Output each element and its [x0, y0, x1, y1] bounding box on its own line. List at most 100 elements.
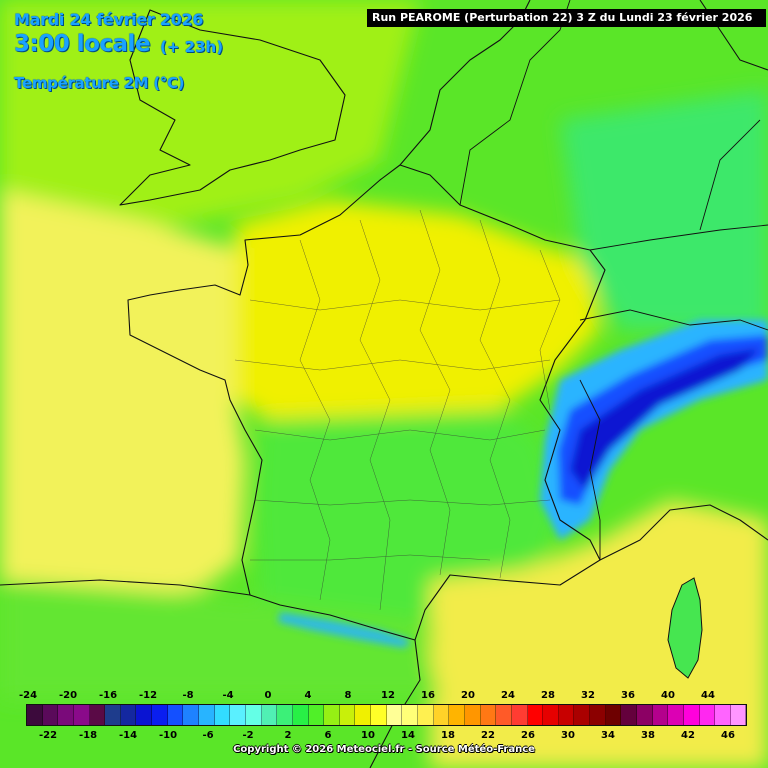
legend-swatch [605, 705, 622, 725]
legend-tick-label: 12 [381, 690, 395, 701]
legend-swatch [136, 705, 153, 725]
legend-tick-label: 16 [421, 690, 435, 701]
dept-line [254, 499, 551, 506]
legend-swatch [355, 705, 372, 725]
dept-line [254, 429, 546, 441]
legend-swatch [496, 705, 512, 725]
dept-line [539, 249, 561, 411]
legend-swatch [621, 705, 637, 725]
legend-swatch [636, 705, 653, 725]
legend-swatch [214, 705, 231, 725]
legend-tick-label: -10 [158, 730, 178, 741]
legend-swatch [261, 705, 278, 725]
legend-tick-label: 6 [324, 730, 332, 741]
department-borders [234, 209, 561, 611]
legend-tick-label: 28 [541, 690, 555, 701]
legend-swatch [27, 705, 43, 725]
legend-swatch [167, 705, 184, 725]
legend-tick-label: 10 [361, 730, 375, 741]
coast-uk [119, 9, 346, 206]
legend-tick-label: -18 [78, 730, 98, 741]
legend-swatch [245, 705, 262, 725]
legend-tick-label: -22 [38, 730, 58, 741]
legend-tick-label: 46 [721, 730, 735, 741]
dept-line [250, 554, 491, 561]
legend-swatch [89, 705, 106, 725]
legend-swatch [543, 705, 559, 725]
legend-swatch [715, 705, 731, 725]
legend-swatch [449, 705, 465, 725]
corsica [667, 577, 703, 679]
legend-swatch [683, 705, 700, 725]
legend-tick-label: 32 [581, 690, 595, 701]
legend-swatch [58, 705, 74, 725]
dept-line [419, 209, 451, 576]
legend-tick-label: 36 [621, 690, 635, 701]
legend-tick-label: 42 [681, 730, 695, 741]
legend-swatch [42, 705, 59, 725]
legend-swatch [511, 705, 528, 725]
coast-italy [599, 504, 768, 561]
dept-line [359, 219, 391, 611]
legend-swatch [308, 705, 325, 725]
parameter-label: Température 2M (°C) [14, 74, 185, 92]
dept-line [479, 219, 511, 579]
coast-france [127, 164, 606, 641]
border-switzerland [579, 309, 768, 331]
legend-swatch [464, 705, 481, 725]
zone-mediterranean-sea [430, 500, 768, 768]
legend-tick-label: 18 [441, 730, 455, 741]
border-austria [699, 119, 761, 231]
legend-swatch [183, 705, 200, 725]
legend-tick-label: 2 [284, 730, 292, 741]
zone-germany [560, 90, 768, 330]
coast-spain-med [369, 639, 421, 768]
legend-tick-label: 8 [344, 690, 352, 701]
pyrenees-cold-strip [278, 612, 410, 648]
border-germany-south [589, 224, 768, 251]
legend-swatch [73, 705, 90, 725]
zone-atlantic-sea [0, 190, 245, 600]
legend-swatch [152, 705, 168, 725]
run-banner: Run PEAROME (Perturbation 22) 3 Z du Lun… [367, 9, 766, 27]
alps-core [570, 348, 760, 490]
zone-lime-north [0, 0, 420, 230]
legend-swatch [558, 705, 575, 725]
legend-tick-label: 4 [304, 690, 312, 701]
legend-swatch [277, 705, 293, 725]
dept-line [234, 359, 551, 371]
zone-france-south-cool [255, 410, 560, 620]
border-italy-france [579, 379, 601, 560]
legend-tick-label: 14 [401, 730, 415, 741]
legend-swatch [574, 705, 591, 725]
legend-swatch [668, 705, 684, 725]
legend-swatch [433, 705, 450, 725]
forecast-time: 3:00 locale [14, 31, 151, 57]
legend-tick-label: -8 [182, 690, 194, 701]
legend-tick-label: 30 [561, 730, 575, 741]
legend-swatch [699, 705, 716, 725]
legend-tick-label: 20 [461, 690, 475, 701]
legend-swatch [527, 705, 544, 725]
legend-tick-label: -16 [98, 690, 118, 701]
dept-line [249, 299, 561, 311]
legend-swatches [26, 704, 748, 726]
legend-tick-label: -12 [138, 690, 158, 701]
dept-line [299, 239, 331, 601]
legend-tick-label: -24 [18, 690, 38, 701]
legend-tick-label: -20 [58, 690, 78, 701]
legend-tick-label: 44 [701, 690, 715, 701]
forecast-date: Mardi 24 février 2026 [14, 10, 204, 29]
legend-swatch [590, 705, 606, 725]
zone-spain [0, 580, 440, 700]
legend-swatch [480, 705, 497, 725]
legend-swatch [418, 705, 434, 725]
coast-spain-north [0, 579, 251, 596]
legend-swatch [120, 705, 137, 725]
legend-tick-label: -6 [202, 730, 214, 741]
legend-tick-label: -2 [242, 730, 254, 741]
legend-swatch [652, 705, 669, 725]
legend-swatch [324, 705, 340, 725]
